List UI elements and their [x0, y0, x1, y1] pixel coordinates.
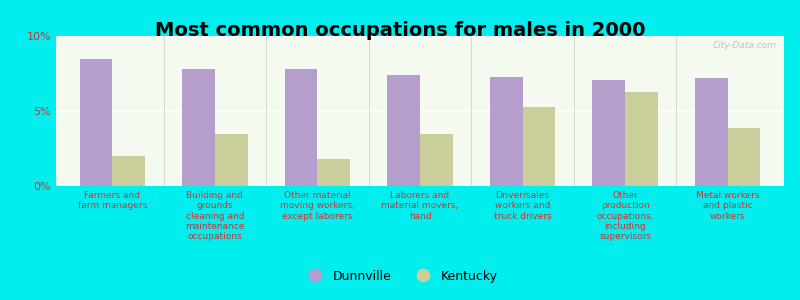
Bar [694, 78, 728, 186]
Bar [522, 106, 555, 186]
Bar [592, 80, 625, 186]
Bar [285, 69, 318, 186]
Bar [215, 134, 248, 186]
Bar [182, 69, 215, 186]
Bar [625, 92, 658, 186]
Bar [420, 134, 453, 186]
Bar [318, 159, 350, 186]
Bar [79, 58, 112, 186]
Text: Most common occupations for males in 2000: Most common occupations for males in 200… [154, 21, 646, 40]
Bar [490, 76, 522, 186]
Legend: Dunnville, Kentucky: Dunnville, Kentucky [298, 265, 502, 288]
Bar [112, 156, 146, 186]
Text: City-Data.com: City-Data.com [713, 40, 777, 50]
Bar [728, 128, 761, 186]
Bar [387, 75, 420, 186]
